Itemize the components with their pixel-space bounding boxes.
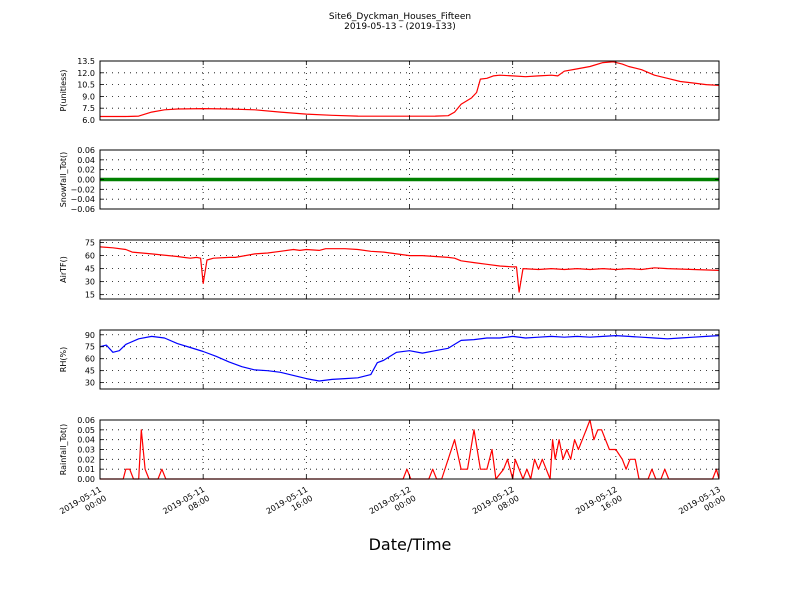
series-line: [100, 61, 720, 118]
subplots: 6.07.59.010.512.013.5P(unitless)−0.06−0.…: [59, 57, 720, 484]
figure-title-line2: 2019-05-13 - (2019-133): [344, 22, 456, 32]
y-axis-label: AirTF(): [59, 256, 68, 283]
y-axis-label: Rainfall_Tot(): [59, 424, 68, 476]
y-tick-label: 12.0: [77, 69, 95, 78]
subplot-4: 30 45 60 75 90 RH(%): [59, 329, 720, 390]
y-tick-label: 0.06: [77, 416, 95, 425]
subplot-3: 15 30 45 60 75 AirTF(): [59, 239, 720, 300]
y-tick-label: 0.03: [77, 446, 95, 455]
subplot-5: 0.000.010.020.030.040.050.06 Rainfall_Tot…: [59, 416, 720, 484]
y-tick-label: 0.04: [77, 156, 95, 165]
y-tick-label: −0.02: [70, 185, 95, 194]
y-tick-label: 60: [85, 355, 95, 364]
y-tick-label: 10.5: [77, 81, 95, 90]
y-tick-label: 0.04: [77, 436, 95, 445]
series-line: [99, 246, 720, 293]
y-tick-label: 0.01: [77, 465, 95, 474]
y-tick-label: 0.02: [77, 166, 95, 175]
subplot-1: 6.0 7.5 9.0 10.5 12.0 13.5 P(unitless): [59, 57, 720, 125]
y-tick-label: 7.5: [82, 104, 95, 113]
y-tick-label: 30: [85, 278, 95, 287]
figure-title-line1: Site6_Dyckman_Houses_Fifteen: [329, 12, 471, 22]
y-tick-label: −0.06: [70, 205, 95, 214]
y-tick-label: 75: [85, 343, 95, 352]
y-tick-label: 9.0: [82, 92, 95, 101]
y-tick-label: 0.00: [77, 475, 95, 484]
y-tick-label: 6.0: [82, 116, 95, 125]
y-tick-label: 0.00: [77, 176, 95, 185]
y-tick-label: 0.02: [77, 455, 95, 464]
y-tick-label: 13.5: [77, 57, 95, 66]
y-axis-label: P(unitless): [59, 69, 68, 111]
y-tick-label: 75: [85, 239, 95, 248]
subplot-2: −0.06−0.04−0.020.000.020.040.06 Snowfall_…: [59, 146, 720, 214]
y-axis-label: RH(%): [59, 347, 68, 372]
y-axis-label: Snowfall_Tot(): [59, 152, 68, 208]
y-tick-label: 45: [85, 265, 95, 274]
series-line: [99, 335, 720, 382]
y-tick-label: 45: [85, 367, 95, 376]
y-tick-label: −0.04: [70, 195, 95, 204]
y-tick-label: 0.05: [77, 426, 95, 435]
y-tick-label: 60: [85, 252, 95, 261]
y-tick-label: 30: [85, 379, 95, 388]
y-tick-label: 90: [85, 331, 95, 340]
y-tick-label: 0.06: [77, 146, 95, 155]
x-axis-label: Date/Time: [369, 535, 452, 554]
y-tick-label: 15: [85, 291, 95, 300]
